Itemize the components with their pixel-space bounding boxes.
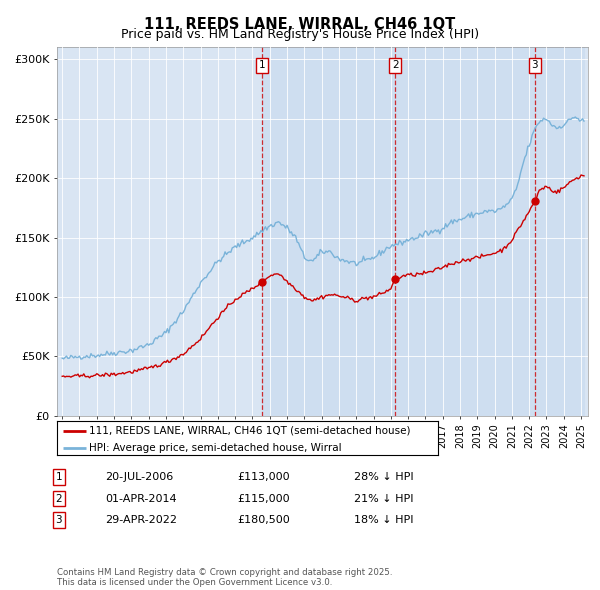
Text: 28% ↓ HPI: 28% ↓ HPI bbox=[354, 472, 413, 481]
Text: 2: 2 bbox=[55, 494, 62, 503]
Text: 2: 2 bbox=[392, 60, 398, 70]
Text: 21% ↓ HPI: 21% ↓ HPI bbox=[354, 494, 413, 503]
Bar bbox=[395, 47, 535, 416]
Bar bbox=[535, 47, 584, 416]
Text: 111, REEDS LANE, WIRRAL, CH46 1QT (semi-detached house): 111, REEDS LANE, WIRRAL, CH46 1QT (semi-… bbox=[89, 426, 411, 436]
Text: 3: 3 bbox=[55, 516, 62, 525]
Text: 1: 1 bbox=[55, 472, 62, 481]
Text: Price paid vs. HM Land Registry's House Price Index (HPI): Price paid vs. HM Land Registry's House … bbox=[121, 28, 479, 41]
Text: 3: 3 bbox=[532, 60, 538, 70]
Text: 1: 1 bbox=[259, 60, 265, 70]
Text: 18% ↓ HPI: 18% ↓ HPI bbox=[354, 516, 413, 525]
Text: £113,000: £113,000 bbox=[237, 472, 290, 481]
Text: Contains HM Land Registry data © Crown copyright and database right 2025.
This d: Contains HM Land Registry data © Crown c… bbox=[57, 568, 392, 587]
Text: 01-APR-2014: 01-APR-2014 bbox=[105, 494, 176, 503]
Bar bbox=[262, 47, 395, 416]
Text: £180,500: £180,500 bbox=[237, 516, 290, 525]
Text: HPI: Average price, semi-detached house, Wirral: HPI: Average price, semi-detached house,… bbox=[89, 443, 342, 453]
Text: 20-JUL-2006: 20-JUL-2006 bbox=[105, 472, 173, 481]
Text: £115,000: £115,000 bbox=[237, 494, 290, 503]
Text: 111, REEDS LANE, WIRRAL, CH46 1QT: 111, REEDS LANE, WIRRAL, CH46 1QT bbox=[145, 17, 455, 31]
Text: 29-APR-2022: 29-APR-2022 bbox=[105, 516, 177, 525]
